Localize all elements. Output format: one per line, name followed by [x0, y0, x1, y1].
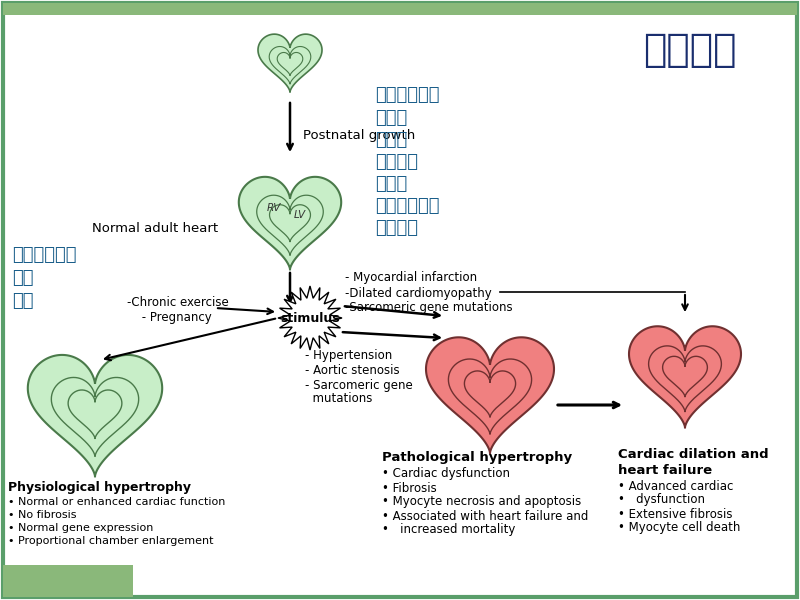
Text: • No fibrosis: • No fibrosis	[8, 510, 77, 520]
Text: • Proportional chamber enlargement: • Proportional chamber enlargement	[8, 536, 214, 546]
Text: Physiological hypertrophy: Physiological hypertrophy	[8, 481, 191, 493]
Text: - Hypertension: - Hypertension	[305, 349, 392, 361]
Text: •   dysfunction: • dysfunction	[618, 493, 705, 506]
Text: 心肌病: 心肌病	[375, 175, 407, 193]
Polygon shape	[28, 355, 162, 476]
Text: 心肌梗死: 心肌梗死	[375, 153, 418, 171]
Text: Normal adult heart: Normal adult heart	[92, 221, 218, 235]
Text: 高血压: 高血压	[375, 109, 407, 127]
Polygon shape	[426, 337, 554, 453]
Text: - Sarcomeric gene: - Sarcomeric gene	[305, 379, 413, 391]
Text: • Normal or enhanced cardiac function: • Normal or enhanced cardiac function	[8, 497, 226, 507]
Text: 妊娠: 妊娠	[12, 292, 34, 310]
Text: 瓣膜病: 瓣膜病	[375, 131, 407, 149]
Bar	[3, 3, 797, 15]
Text: • Normal gene expression: • Normal gene expression	[8, 523, 154, 533]
Text: 代谢异常: 代谢异常	[375, 219, 418, 237]
Text: 运动: 运动	[12, 269, 34, 287]
Polygon shape	[278, 286, 342, 350]
Text: 生理性因素：: 生理性因素：	[12, 246, 77, 264]
Text: • Associated with heart failure and: • Associated with heart failure and	[382, 509, 588, 523]
Text: heart failure: heart failure	[618, 463, 712, 476]
Text: • Cardiac dysfunction: • Cardiac dysfunction	[382, 467, 510, 481]
Text: - Pregnancy: - Pregnancy	[138, 311, 212, 323]
Text: • Myocyte cell death: • Myocyte cell death	[618, 521, 740, 535]
Polygon shape	[258, 34, 322, 92]
Text: - Myocardial infarction: - Myocardial infarction	[345, 271, 477, 284]
Text: • Fibrosis: • Fibrosis	[382, 481, 437, 494]
Text: LV: LV	[294, 210, 306, 220]
Polygon shape	[239, 177, 341, 269]
Text: - Aortic stenosis: - Aortic stenosis	[305, 364, 400, 377]
Text: -Chronic exercise: -Chronic exercise	[127, 295, 229, 308]
Text: Cardiac dilation and: Cardiac dilation and	[618, 449, 769, 461]
Text: 基因突变多态: 基因突变多态	[375, 197, 439, 215]
Text: • Myocyte necrosis and apoptosis: • Myocyte necrosis and apoptosis	[382, 496, 582, 509]
Text: • Extensive fibrosis: • Extensive fibrosis	[618, 508, 733, 520]
Text: 病理性因素：: 病理性因素：	[375, 86, 439, 104]
Bar	[3, 565, 133, 597]
Text: -Sarcomeric gene mutations: -Sarcomeric gene mutations	[345, 301, 513, 314]
Text: Pathological hypertrophy: Pathological hypertrophy	[382, 451, 572, 464]
Text: 心肌重构: 心肌重构	[643, 31, 737, 69]
Text: RV: RV	[267, 203, 281, 213]
Text: •   increased mortality: • increased mortality	[382, 523, 515, 536]
Text: mutations: mutations	[305, 391, 372, 404]
Polygon shape	[629, 326, 741, 427]
Text: Postnatal growth: Postnatal growth	[303, 128, 415, 142]
FancyBboxPatch shape	[3, 3, 797, 597]
Text: -Dilated cardiomyopathy: -Dilated cardiomyopathy	[345, 286, 492, 299]
Text: • Advanced cardiac: • Advanced cardiac	[618, 479, 734, 493]
Text: stimulus: stimulus	[280, 311, 340, 325]
